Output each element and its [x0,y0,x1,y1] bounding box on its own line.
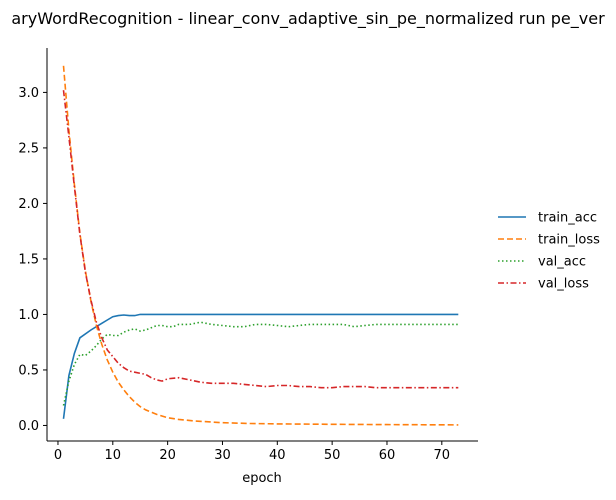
x-tick-label: 70 [434,448,451,463]
x-tick-label: 10 [105,448,122,463]
series-line-val_acc [62,321,459,406]
legend-label-train_acc: train_acc [538,211,597,226]
x-tick-label: 30 [214,448,231,463]
x-tick-label: 50 [324,448,341,463]
series-line-train_loss [62,65,459,426]
y-tick-label: 3.0 [18,86,39,101]
y-tick-label: 0.0 [18,419,39,434]
plot-axes: 0 10 20 30 40 50 60 70 0.0 0.5 1.0 1.5 2.0 2.5 3.0 [18,48,478,463]
y-tick-label: 2.0 [18,197,39,212]
legend: train_acc train_loss val_acc val_loss [498,211,600,292]
legend-label-val_acc: val_acc [538,255,586,270]
legend-label-train_loss: train_loss [538,233,600,248]
series-line-val_loss [62,90,459,389]
y-tick-label: 1.0 [18,308,39,323]
legend-label-val_loss: val_loss [538,277,589,292]
series-layer [62,65,459,426]
x-tick-label: 20 [159,448,176,463]
x-axis-label: epoch [242,471,282,486]
y-tick-label: 2.5 [18,141,39,156]
series-line-train_acc [62,313,459,419]
x-tick-label: 40 [269,448,286,463]
x-tick-label: 0 [54,448,62,463]
chart-title: aryWordRecognition - linear_conv_adaptiv… [11,9,605,29]
y-tick-label: 0.5 [18,363,39,378]
x-tick-label: 60 [379,448,396,463]
y-tick-label: 1.5 [18,252,39,267]
